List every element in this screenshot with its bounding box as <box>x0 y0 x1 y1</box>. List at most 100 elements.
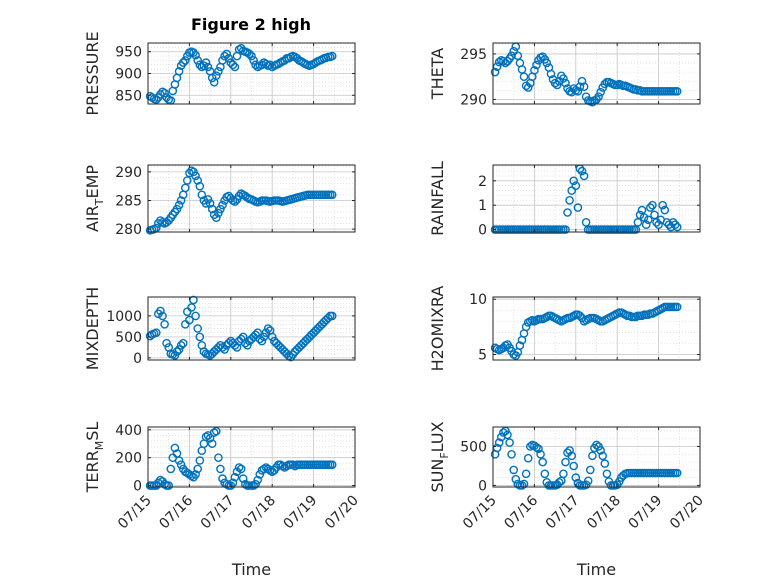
subplot-2: 290 295 THETA <box>428 42 701 108</box>
figure-title: Figure 2 high <box>191 15 311 34</box>
data-point <box>222 479 231 489</box>
y-tick-label: 0 <box>478 223 487 239</box>
data-point <box>670 220 680 229</box>
data-point <box>660 205 670 215</box>
data-point <box>499 428 508 437</box>
data-point <box>265 60 275 70</box>
data-point <box>261 328 271 338</box>
data-point <box>526 442 535 451</box>
axes-box <box>492 426 701 488</box>
data-point <box>259 464 269 474</box>
data-point <box>214 67 223 76</box>
data-point <box>238 474 248 483</box>
y-axis-label: H2OMIXRA <box>428 286 447 372</box>
axes-box <box>492 164 701 233</box>
x-tick-label: 07/15 <box>460 493 500 533</box>
data-point <box>207 204 217 214</box>
subplot-1: 850 900 950 PRESSURE <box>83 31 356 116</box>
y-tick-label: 850 <box>115 88 142 104</box>
data-point <box>327 460 337 470</box>
y-tick-label: 290 <box>115 165 142 181</box>
data-point <box>193 56 202 65</box>
data-point <box>509 465 519 475</box>
data-point <box>641 220 651 229</box>
data-point <box>174 200 184 210</box>
data-point <box>503 430 512 440</box>
data-point <box>563 208 572 217</box>
data-point <box>600 459 610 468</box>
data-point <box>644 215 653 225</box>
data-point <box>532 442 541 452</box>
subplot-4: 0 1 2 RAINFALL <box>428 161 701 239</box>
x-tick-label: 07/19 <box>626 493 666 533</box>
data-point <box>575 311 585 321</box>
data-point <box>259 332 269 342</box>
data-point <box>573 203 583 212</box>
data-point <box>596 446 605 455</box>
y-tick-label: 280 <box>115 222 142 238</box>
data-point <box>672 468 682 478</box>
data-point <box>672 302 682 312</box>
data-point <box>511 474 521 484</box>
data-point <box>197 446 207 456</box>
data-point <box>251 60 260 70</box>
data-point <box>490 67 500 77</box>
y-axis-label: RAINFALL <box>428 161 447 236</box>
data-point <box>218 343 227 352</box>
data-point <box>174 456 184 465</box>
data-point <box>600 79 610 89</box>
y-axis-label: SUNFLUX <box>428 421 451 492</box>
data-point <box>327 51 337 61</box>
data-point <box>199 439 209 449</box>
data-point <box>240 338 250 348</box>
data-point <box>579 82 589 91</box>
y-tick-label: 950 <box>115 45 142 61</box>
data-point <box>203 62 213 72</box>
x-tick-label: 07/19 <box>281 493 321 533</box>
data-point <box>507 51 516 61</box>
data-point <box>654 220 663 229</box>
data-point <box>652 217 661 227</box>
data-point <box>567 186 577 195</box>
data-point <box>224 191 233 201</box>
x-tick-label: 07/18 <box>584 493 624 533</box>
data-point <box>205 433 215 443</box>
data-point <box>284 54 294 63</box>
data-point <box>245 49 254 59</box>
data-point <box>565 446 574 455</box>
data-point <box>220 51 229 61</box>
axes-box <box>147 164 356 233</box>
data-point <box>494 438 504 447</box>
data-point <box>561 225 570 234</box>
data-point <box>182 176 192 185</box>
data-point <box>521 322 531 332</box>
data-point <box>494 57 504 67</box>
y-tick-label: 2 <box>478 174 487 190</box>
axes-box <box>492 296 701 361</box>
data-point <box>284 351 294 361</box>
data-point <box>162 217 171 227</box>
data-point <box>288 460 298 470</box>
data-point <box>191 311 200 321</box>
data-point <box>559 469 568 479</box>
data-point <box>257 60 267 70</box>
data-point <box>267 332 277 342</box>
data-point <box>571 181 581 190</box>
data-point <box>201 199 211 208</box>
data-point <box>586 465 595 475</box>
data-point <box>523 83 533 92</box>
data-point <box>517 65 527 74</box>
x-axis-label: Time <box>231 560 271 579</box>
data-point <box>230 472 240 482</box>
data-point <box>222 49 231 59</box>
data-point <box>211 71 221 80</box>
data-point <box>230 197 240 206</box>
y-tick-label: 0 <box>133 351 142 367</box>
data-point <box>156 306 165 316</box>
data-point <box>249 56 258 65</box>
data-point <box>573 87 583 96</box>
x-tick-label: 07/18 <box>239 493 279 533</box>
data-point <box>559 74 568 83</box>
data-point <box>565 195 574 205</box>
data-point <box>228 60 238 70</box>
